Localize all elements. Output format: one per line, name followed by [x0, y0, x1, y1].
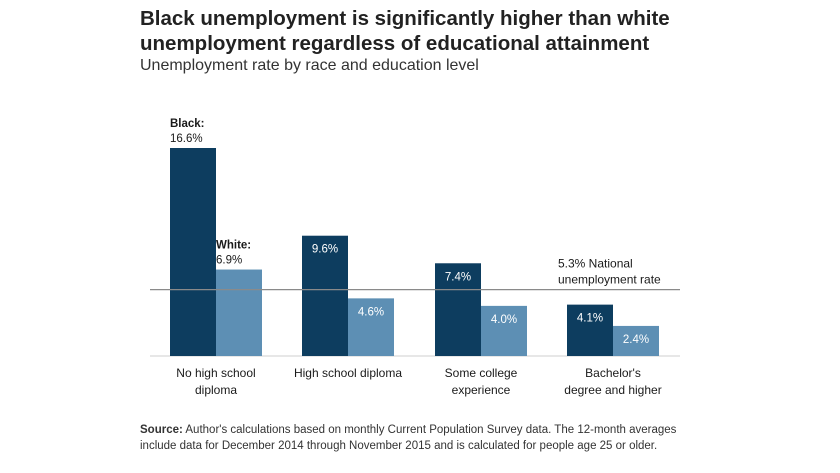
bar-black-0: [170, 148, 216, 356]
data-label-black-1: 9.6%: [312, 244, 338, 256]
chart-title-line-1: Black unemployment is significantly high…: [140, 7, 670, 30]
data-label-black-2: 7.4%: [445, 271, 471, 283]
data-label-white-3: 2.4%: [623, 334, 649, 346]
source-label: Source:: [140, 424, 183, 436]
chart-subtitle: Unemployment rate by race and education …: [140, 57, 479, 74]
bar-chart: 5.3% National unemployment rate Black: 16.…: [150, 118, 680, 397]
data-label-white-1: 4.6%: [358, 306, 384, 318]
chart-title-line-2: unemployment regardless of educational a…: [140, 32, 650, 55]
bar-black-1: [302, 235, 348, 356]
source-note: Source: Author's calculations based on m…: [140, 422, 700, 454]
category-label-0-1: diploma: [195, 383, 237, 397]
category-label-2-1: experience: [452, 383, 511, 397]
data-label-white-0: 6.9%: [216, 255, 242, 267]
national-rate-label-line-1: 5.3% National: [558, 257, 633, 271]
labels-layer: Black: 16.6% 9.6% 7.4% 4.1% White: 6.9% 4.6% 4.0…: [170, 118, 662, 397]
data-label-white-2: 4.0%: [491, 314, 517, 326]
data-label-black-0: 16.6%: [170, 133, 203, 145]
bar-white-0: [216, 269, 262, 356]
bar-white-2: [481, 305, 527, 356]
legend-label-white: White:: [216, 240, 251, 252]
bar-white-1: [348, 298, 394, 356]
bars-layer: [150, 148, 680, 357]
category-label-1-0: High school diploma: [294, 366, 402, 380]
category-label-0-0: No high school: [176, 366, 255, 380]
bar-black-2: [435, 263, 481, 356]
bar-white-3: [613, 325, 659, 356]
reference-line-layer: 5.3% National unemployment rate: [150, 257, 680, 291]
category-label-3-1: degree and higher: [564, 383, 661, 397]
legend-label-black: Black:: [170, 118, 205, 130]
national-rate-label-line-2: unemployment rate: [558, 273, 661, 287]
bar-black-3: [567, 304, 613, 356]
data-label-black-3: 4.1%: [577, 313, 603, 325]
source-text: Author's calculations based on monthly C…: [140, 424, 677, 452]
category-label-3-0: Bachelor's: [585, 366, 641, 380]
category-label-2-0: Some college: [445, 366, 518, 380]
chart-title: Black unemployment is significantly high…: [140, 6, 740, 56]
